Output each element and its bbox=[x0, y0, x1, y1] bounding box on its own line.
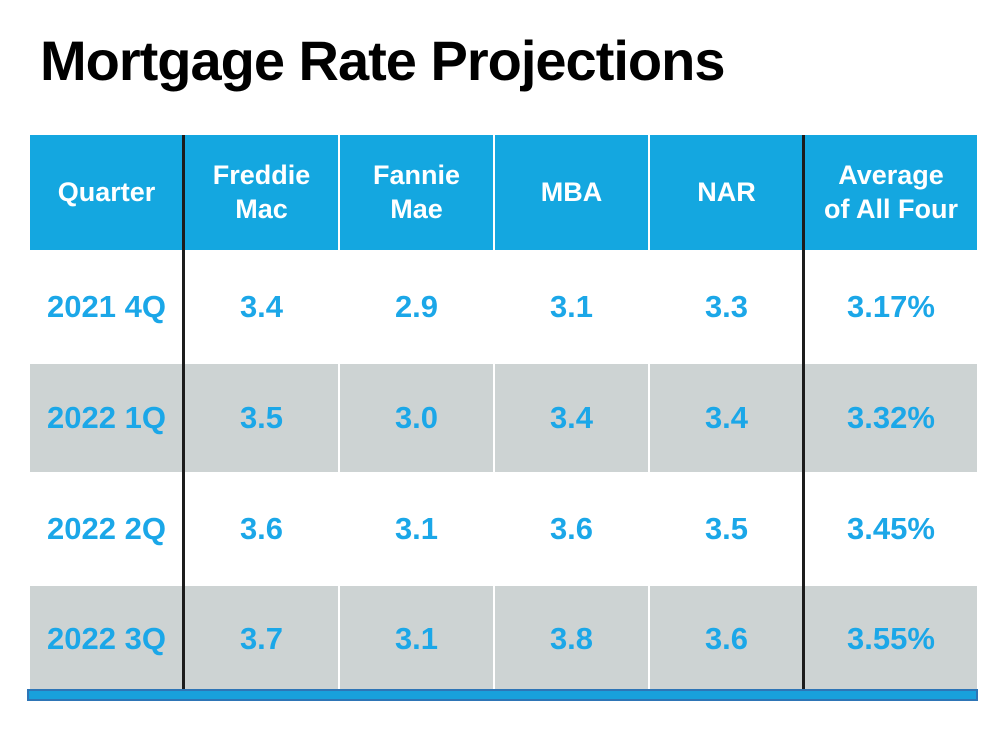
column-header-fannie-mae: Fannie Mae bbox=[340, 135, 493, 250]
table-cell-freddie-mac: 3.6 bbox=[185, 475, 338, 583]
table-cell-average: 3.45% bbox=[805, 475, 977, 583]
table-cell-fannie-mae: 3.0 bbox=[340, 364, 493, 472]
page-title: Mortgage Rate Projections bbox=[40, 29, 725, 92]
vertical-divider-before-average bbox=[802, 135, 805, 692]
column-header-average: Average of All Four bbox=[805, 135, 977, 250]
column-header-quarter: Quarter bbox=[30, 135, 183, 250]
column-header-freddie-mac: Freddie Mac bbox=[185, 135, 338, 250]
table-cell-average: 3.17% bbox=[805, 253, 977, 361]
table-cell-mba: 3.6 bbox=[495, 475, 648, 583]
table-cell-fannie-mae: 3.1 bbox=[340, 586, 493, 692]
table-cell-fannie-mae: 2.9 bbox=[340, 253, 493, 361]
table-cell-freddie-mac: 3.4 bbox=[185, 253, 338, 361]
table-cell-nar: 3.6 bbox=[650, 586, 803, 692]
table-cell-freddie-mac: 3.5 bbox=[185, 364, 338, 472]
table-cell-nar: 3.5 bbox=[650, 475, 803, 583]
table-cell-quarter: 2022 3Q bbox=[30, 586, 183, 692]
table-cell-mba: 3.8 bbox=[495, 586, 648, 692]
table-cell-quarter: 2022 2Q bbox=[30, 475, 183, 583]
table-cell-nar: 3.4 bbox=[650, 364, 803, 472]
mortgage-rate-table: Quarter Freddie Mac Fannie Mae MBA NAR A… bbox=[30, 135, 977, 692]
table-cell-average: 3.55% bbox=[805, 586, 977, 692]
table-cell-quarter: 2022 1Q bbox=[30, 364, 183, 472]
table-cell-quarter: 2021 4Q bbox=[30, 253, 183, 361]
column-header-nar: NAR bbox=[650, 135, 803, 250]
table-cell-nar: 3.3 bbox=[650, 253, 803, 361]
bottom-accent-bar bbox=[27, 689, 978, 701]
vertical-divider-after-quarter bbox=[182, 135, 185, 692]
table-cell-average: 3.32% bbox=[805, 364, 977, 472]
column-header-mba: MBA bbox=[495, 135, 648, 250]
table-cell-fannie-mae: 3.1 bbox=[340, 475, 493, 583]
table-cell-mba: 3.1 bbox=[495, 253, 648, 361]
table-cell-freddie-mac: 3.7 bbox=[185, 586, 338, 692]
table-cell-mba: 3.4 bbox=[495, 364, 648, 472]
